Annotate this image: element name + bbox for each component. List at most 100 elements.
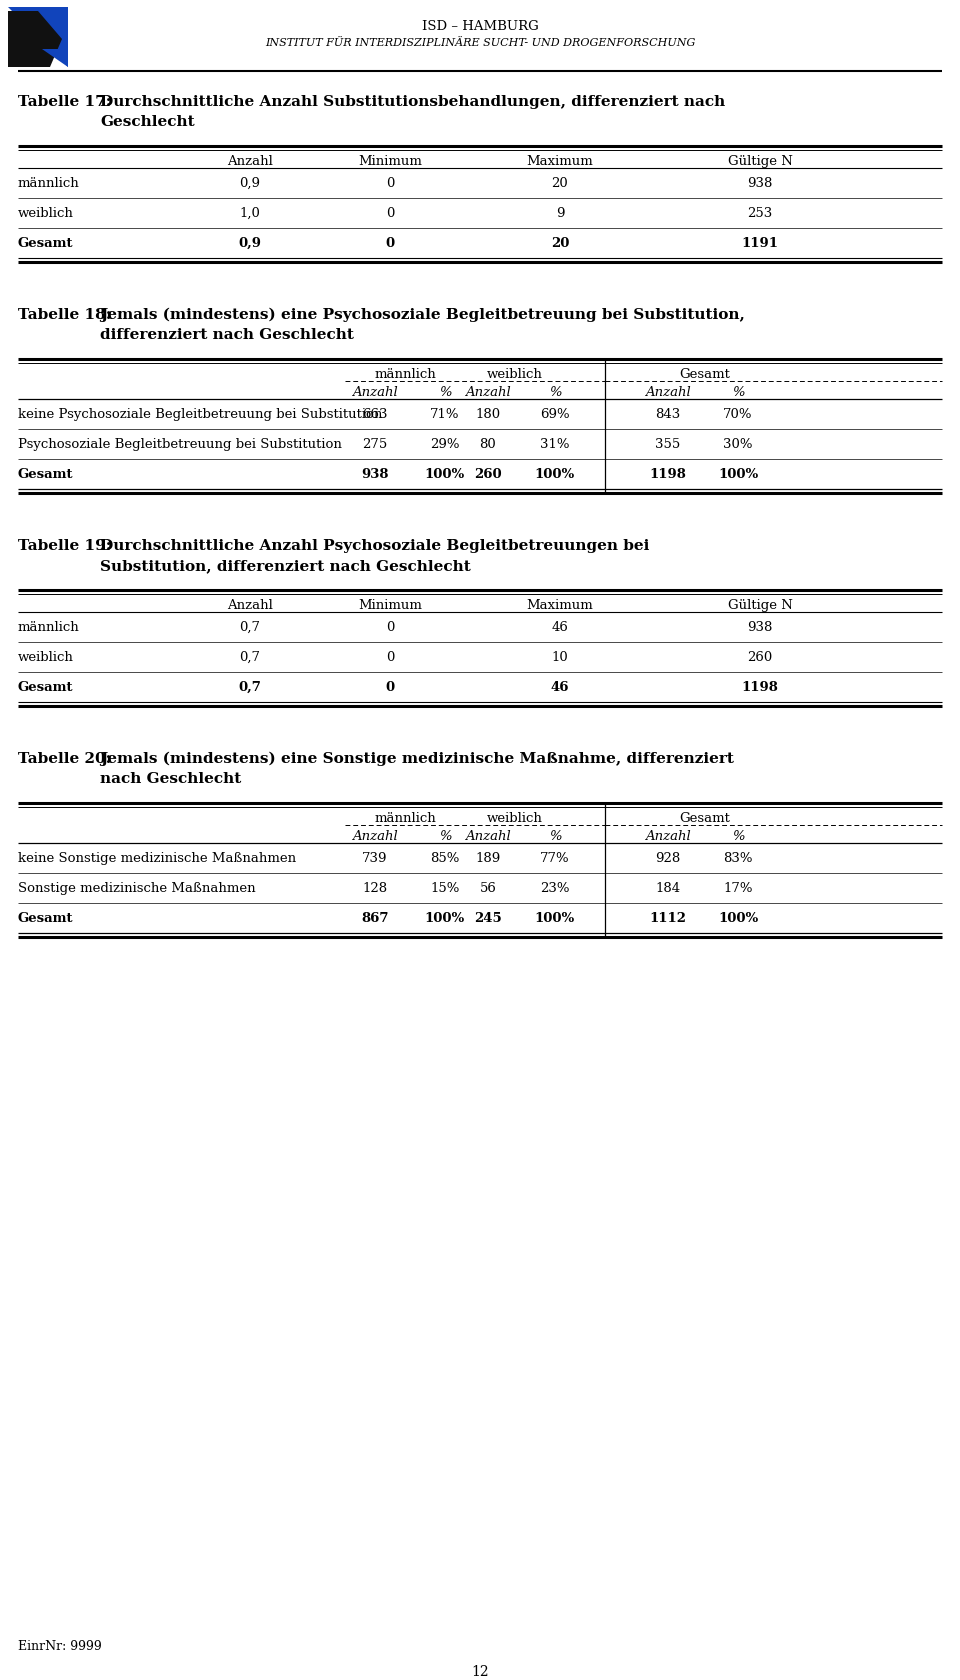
Text: Gesamt: Gesamt: [680, 368, 731, 381]
Text: 938: 938: [361, 467, 389, 480]
Text: Anzahl: Anzahl: [645, 386, 691, 398]
Text: differenziert nach Geschlecht: differenziert nach Geschlecht: [100, 328, 354, 341]
Text: 17%: 17%: [723, 882, 753, 894]
Text: Minimum: Minimum: [358, 598, 422, 612]
Text: 0: 0: [386, 207, 395, 220]
Text: 663: 663: [362, 408, 388, 420]
Text: 12: 12: [471, 1663, 489, 1678]
Text: Minimum: Minimum: [358, 155, 422, 168]
Text: Psychosoziale Begleitbetreuung bei Substitution: Psychosoziale Begleitbetreuung bei Subst…: [18, 438, 342, 450]
Text: 0,7: 0,7: [239, 680, 261, 694]
Text: Anzahl: Anzahl: [352, 830, 397, 842]
Text: Substitution, differenziert nach Geschlecht: Substitution, differenziert nach Geschle…: [100, 559, 470, 573]
Text: 100%: 100%: [535, 912, 575, 924]
Text: weiblich: weiblich: [487, 368, 543, 381]
Text: 46: 46: [551, 680, 569, 694]
Text: Anzahl: Anzahl: [228, 155, 273, 168]
Polygon shape: [42, 50, 68, 67]
Text: Anzahl: Anzahl: [228, 598, 273, 612]
Text: 1,0: 1,0: [240, 207, 260, 220]
Text: 0: 0: [385, 237, 395, 250]
Text: Anzahl: Anzahl: [352, 386, 397, 398]
Text: Maximum: Maximum: [527, 598, 593, 612]
Text: Durchschnittliche Anzahl Substitutionsbehandlungen, differenziert nach: Durchschnittliche Anzahl Substitutionsbe…: [100, 96, 725, 109]
Text: 260: 260: [748, 650, 773, 664]
Text: 69%: 69%: [540, 408, 570, 420]
Text: %: %: [732, 830, 744, 842]
Polygon shape: [8, 8, 68, 67]
Text: 928: 928: [656, 852, 681, 865]
Text: 253: 253: [748, 207, 773, 220]
Text: 355: 355: [656, 438, 681, 450]
Text: 100%: 100%: [535, 467, 575, 480]
Text: 867: 867: [361, 912, 389, 924]
Text: 0: 0: [386, 650, 395, 664]
Text: nach Geschlecht: nach Geschlecht: [100, 771, 241, 786]
Text: weiblich: weiblich: [18, 207, 74, 220]
Text: 20: 20: [552, 176, 568, 190]
Text: Durchschnittliche Anzahl Psychosoziale Begleitbetreuungen bei: Durchschnittliche Anzahl Psychosoziale B…: [100, 539, 649, 553]
Text: 80: 80: [480, 438, 496, 450]
Polygon shape: [8, 12, 62, 67]
Text: INSTITUT FÜR INTERDISZIPLINÄRE SUCHT- UND DROGENFORSCHUNG: INSTITUT FÜR INTERDISZIPLINÄRE SUCHT- UN…: [265, 39, 695, 49]
Text: 31%: 31%: [540, 438, 569, 450]
Text: Gesamt: Gesamt: [18, 680, 74, 694]
Text: 184: 184: [656, 882, 681, 894]
Text: Jemals (mindestens) eine Sonstige medizinische Maßnahme, differenziert: Jemals (mindestens) eine Sonstige medizi…: [100, 751, 733, 766]
Text: Sonstige medizinische Maßnahmen: Sonstige medizinische Maßnahmen: [18, 882, 255, 894]
Text: 29%: 29%: [430, 438, 460, 450]
Text: 938: 938: [747, 620, 773, 633]
Text: %: %: [549, 386, 562, 398]
Text: Anzahl: Anzahl: [645, 830, 691, 842]
Text: Tabelle 17:: Tabelle 17:: [18, 96, 111, 109]
Text: Gesamt: Gesamt: [18, 237, 74, 250]
Text: %: %: [732, 386, 744, 398]
Text: %: %: [439, 830, 451, 842]
Text: 189: 189: [475, 852, 500, 865]
Text: %: %: [549, 830, 562, 842]
Text: ISD – HAMBURG: ISD – HAMBURG: [421, 20, 539, 34]
Text: 1112: 1112: [650, 912, 686, 924]
Text: 100%: 100%: [718, 467, 758, 480]
Text: 0: 0: [385, 680, 395, 694]
Text: 10: 10: [552, 650, 568, 664]
Text: 23%: 23%: [540, 882, 569, 894]
Text: weiblich: weiblich: [487, 811, 543, 825]
Text: 83%: 83%: [723, 852, 753, 865]
Text: männlich: männlich: [374, 811, 436, 825]
Text: 9: 9: [556, 207, 564, 220]
Text: männlich: männlich: [18, 620, 80, 633]
Text: 0,9: 0,9: [239, 176, 260, 190]
Text: Gesamt: Gesamt: [18, 467, 74, 480]
Text: keine Sonstige medizinische Maßnahmen: keine Sonstige medizinische Maßnahmen: [18, 852, 296, 865]
Text: Jemals (mindestens) eine Psychosoziale Begleitbetreuung bei Substitution,: Jemals (mindestens) eine Psychosoziale B…: [100, 307, 745, 323]
Text: 85%: 85%: [430, 852, 460, 865]
Text: Geschlecht: Geschlecht: [100, 114, 195, 129]
Text: 30%: 30%: [723, 438, 753, 450]
Text: 46: 46: [552, 620, 568, 633]
Text: %: %: [439, 386, 451, 398]
Text: Anzahl: Anzahl: [466, 830, 511, 842]
Text: 0: 0: [386, 176, 395, 190]
Text: 71%: 71%: [430, 408, 460, 420]
Text: 15%: 15%: [430, 882, 460, 894]
Text: 100%: 100%: [425, 467, 466, 480]
Text: 938: 938: [747, 176, 773, 190]
Text: 100%: 100%: [718, 912, 758, 924]
Text: 0,9: 0,9: [238, 237, 261, 250]
Text: EinrNr: 9999: EinrNr: 9999: [18, 1640, 102, 1651]
Text: Gesamt: Gesamt: [680, 811, 731, 825]
Text: 1198: 1198: [741, 680, 779, 694]
Text: 70%: 70%: [723, 408, 753, 420]
Text: 0: 0: [386, 620, 395, 633]
Text: 260: 260: [474, 467, 502, 480]
Text: 77%: 77%: [540, 852, 570, 865]
Text: 100%: 100%: [425, 912, 466, 924]
Text: 20: 20: [551, 237, 569, 250]
Text: 275: 275: [362, 438, 388, 450]
Text: Gültige N: Gültige N: [728, 598, 792, 612]
Text: 1198: 1198: [650, 467, 686, 480]
Text: 245: 245: [474, 912, 502, 924]
Text: Gesamt: Gesamt: [18, 912, 74, 924]
Text: 1191: 1191: [741, 237, 779, 250]
